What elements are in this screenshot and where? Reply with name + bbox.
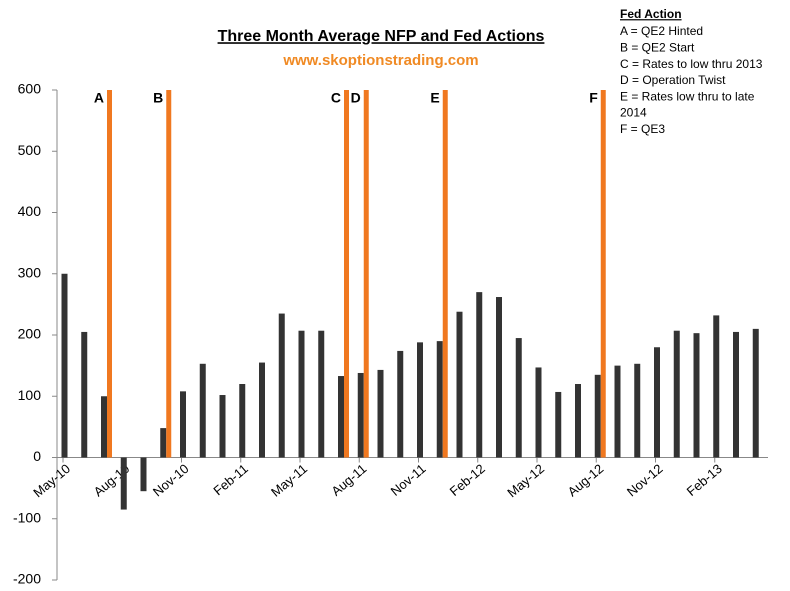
bar (199, 363, 206, 458)
bar (713, 315, 720, 458)
bar (81, 331, 88, 458)
x-tick-label: Feb-12 (447, 461, 488, 499)
bar (733, 331, 739, 458)
bar (166, 90, 172, 458)
chart-title: Three Month Average NFP and Fed Actions (218, 28, 545, 45)
bar (476, 292, 483, 458)
legend-entry: D = Operation Twist (620, 73, 726, 87)
bar (693, 333, 700, 458)
bar (496, 297, 502, 458)
bar (61, 273, 68, 458)
bar (673, 330, 680, 458)
bar (752, 328, 759, 458)
bar (160, 428, 167, 458)
bar (654, 347, 660, 458)
bar (575, 384, 581, 458)
bar (456, 311, 463, 458)
x-tick-label: Nov-12 (624, 461, 666, 499)
x-tick-label: Feb-13 (684, 461, 725, 499)
point-label: E (430, 90, 439, 106)
legend-entry: C = Rates to low thru 2013 (620, 57, 763, 71)
point-label: D (351, 90, 361, 106)
bar (377, 369, 384, 458)
bar (614, 365, 621, 458)
bar (239, 384, 246, 458)
bar (417, 342, 423, 458)
bar (634, 363, 641, 458)
bar (555, 391, 562, 458)
chart-subtitle: www.skoptionstrading.com (282, 52, 478, 69)
bar (180, 391, 186, 458)
x-tick-label: Aug-11 (328, 461, 369, 499)
x-tick-label: May-11 (268, 461, 310, 500)
y-tick-label: 500 (18, 142, 42, 158)
bar (397, 350, 404, 458)
bar (600, 90, 606, 458)
legend-entry: 2014 (620, 106, 647, 120)
x-tick-label: Feb-11 (210, 461, 250, 498)
y-tick-label: 300 (18, 264, 42, 280)
point-label: F (589, 90, 598, 106)
bar (442, 90, 448, 458)
legend-title: Fed Action (620, 7, 682, 21)
legend-entry: F = QE3 (620, 122, 665, 136)
y-tick-label: 600 (18, 81, 42, 97)
bar (436, 341, 443, 458)
bar (535, 367, 542, 458)
x-tick-label: Nov-11 (388, 461, 429, 499)
y-tick-label: 200 (18, 326, 42, 342)
bar (219, 395, 226, 458)
point-label: A (94, 90, 104, 106)
y-tick-label: -200 (13, 571, 41, 587)
x-tick-label: May-10 (30, 461, 73, 500)
bar (594, 374, 601, 458)
bar (107, 90, 112, 458)
y-tick-label: 0 (33, 448, 41, 464)
bar (120, 457, 127, 510)
legend-entry: E = Rates low thru to late (620, 89, 755, 103)
bar (363, 90, 369, 458)
point-label: C (331, 90, 341, 106)
bar (278, 313, 285, 458)
bar (318, 330, 325, 458)
x-tick-label: Nov-10 (150, 461, 192, 499)
x-tick-label: Aug-12 (565, 461, 607, 499)
bar (259, 362, 265, 458)
y-tick-label: -100 (13, 509, 41, 525)
y-tick-label: 100 (18, 387, 42, 403)
point-label: B (153, 90, 163, 106)
bar (140, 457, 147, 492)
bar (298, 330, 305, 458)
legend-entry: B = QE2 Start (620, 40, 695, 54)
bar (344, 90, 349, 458)
bar (357, 372, 364, 458)
bar (338, 376, 344, 458)
bar (101, 396, 107, 458)
bar (515, 338, 522, 458)
y-tick-label: 400 (18, 203, 42, 219)
legend-entry: A = QE2 Hinted (620, 24, 703, 38)
x-tick-label: May-12 (504, 461, 547, 500)
